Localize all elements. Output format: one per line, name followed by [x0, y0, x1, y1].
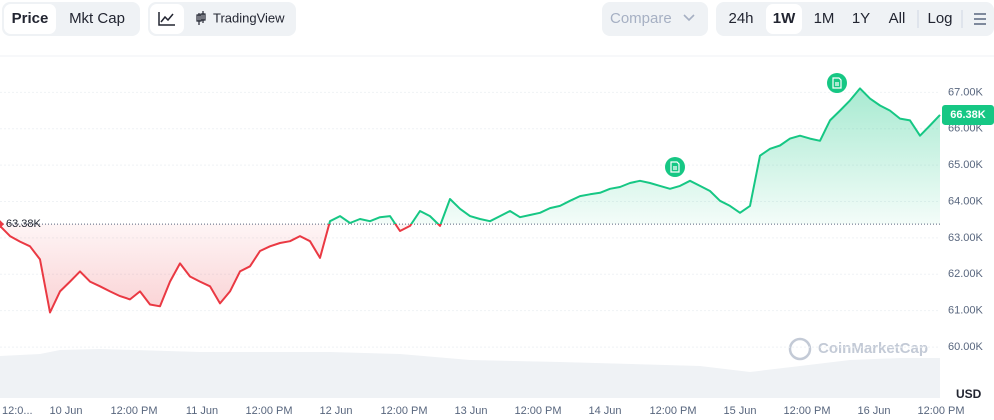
news-icon: [670, 161, 680, 173]
x-tick-label: 12:00 PM: [917, 405, 964, 417]
x-tick-label: 13 Jun: [454, 405, 487, 417]
range-button[interactable]: 1Y: [852, 10, 870, 27]
range-button[interactable]: 24h: [728, 10, 753, 27]
news-icon: [832, 77, 842, 89]
price-tag-label: 66.38K: [950, 109, 986, 121]
y-tick-label: 61.00K: [948, 305, 984, 317]
view-button[interactable]: TradingView: [213, 10, 285, 25]
chevron: [683, 14, 695, 22]
x-tick-label: 12:00 PM: [514, 405, 561, 417]
x-tick-label: 12:00 PM: [380, 405, 427, 417]
range-button[interactable]: 1W: [773, 10, 796, 27]
y-tick-label: 66.00K: [948, 123, 984, 135]
x-tick-label: 12:00 PM: [245, 405, 292, 417]
range-button[interactable]: 1M: [814, 10, 835, 27]
baseline-label: 63.38K: [6, 218, 42, 230]
x-tick-label: 12:00 PM: [783, 405, 830, 417]
currency-label: USD: [956, 387, 982, 401]
price-line: [0, 87, 941, 314]
baseline-marker: [0, 220, 4, 229]
watermark-logo: [788, 337, 812, 361]
x-tick-label: 16 Jun: [857, 405, 890, 417]
view-group: [148, 2, 296, 36]
y-tick-label: 63.00K: [948, 232, 984, 244]
y-tick-label: 64.00K: [948, 195, 984, 207]
x-tick-label: 12:00 PM: [649, 405, 696, 417]
x-tick-label: 12:0...: [2, 405, 33, 417]
x-tick-label: 14 Jun: [588, 405, 621, 417]
settings-icon[interactable]: [974, 13, 986, 25]
x-tick-label: 10 Jun: [49, 405, 82, 417]
candle-icon: [196, 11, 206, 25]
area-fill: [0, 88, 940, 313]
compare-button[interactable]: [602, 2, 708, 36]
y-tick-label: 60.00K: [948, 341, 984, 353]
y-tick-label: 62.00K: [948, 268, 984, 280]
log-button[interactable]: Log: [927, 10, 952, 27]
tab[interactable]: Mkt Cap: [69, 10, 125, 27]
y-tick-label: 65.00K: [948, 159, 984, 171]
x-tick-label: 12 Jun: [319, 405, 352, 417]
watermark: CoinMarketCap: [818, 340, 928, 357]
compare-label: Compare: [610, 10, 672, 27]
line-icon: [158, 12, 175, 26]
tab-active: [4, 4, 56, 34]
range-button[interactable]: All: [889, 10, 906, 27]
x-tick-label: 15 Jun: [723, 405, 756, 417]
volume-area: [0, 349, 940, 398]
x-tick-label: 11 Jun: [186, 405, 218, 417]
range-active: [766, 4, 802, 34]
x-tick-label: 12:00 PM: [110, 405, 157, 417]
price-tag: [942, 104, 994, 125]
tab[interactable]: Price: [12, 10, 49, 27]
y-tick-label: 67.00K: [948, 86, 984, 98]
